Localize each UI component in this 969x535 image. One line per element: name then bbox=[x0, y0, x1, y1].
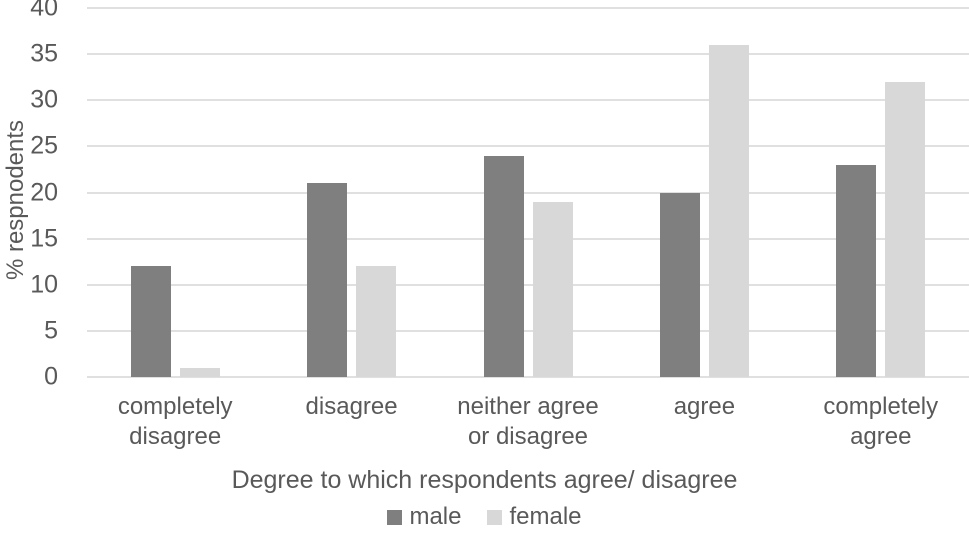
gridline-15 bbox=[87, 237, 969, 240]
y-tick-label-35: 35 bbox=[30, 39, 58, 68]
bar-female-completely-disagree bbox=[179, 367, 220, 377]
x-category-label: completely agree bbox=[823, 393, 939, 450]
bar-female-agree bbox=[708, 44, 749, 377]
gridline-0 bbox=[87, 376, 969, 378]
bar-male-completely-agree bbox=[836, 164, 877, 377]
y-tick-label-0: 0 bbox=[44, 362, 58, 391]
y-tick-label-30: 30 bbox=[30, 85, 58, 114]
bar-male-agree bbox=[659, 192, 700, 377]
legend-swatch-female bbox=[487, 509, 503, 525]
x-axis-title: Degree to which respondents agree/ disag… bbox=[231, 466, 738, 494]
legend-item-female: female bbox=[487, 503, 582, 531]
bar-female-disagree bbox=[356, 266, 397, 377]
bar-male-neither-agree-or-disagree bbox=[483, 155, 524, 377]
y-axis-tick-labels: 0 5 10 15 20 25 30 35 40 bbox=[0, 0, 58, 400]
legend-label-female: female bbox=[509, 503, 582, 530]
gridline-30 bbox=[87, 99, 969, 102]
gridline-20 bbox=[87, 191, 969, 194]
legend-label-male: male bbox=[409, 503, 462, 530]
gridline-5 bbox=[87, 329, 969, 332]
gridline-10 bbox=[87, 283, 969, 286]
x-axis-category-labels: completely disagree disagree neither agree… bbox=[87, 392, 969, 458]
legend: male female bbox=[0, 503, 969, 531]
x-category-label: completely disagree bbox=[117, 393, 233, 450]
y-tick-label-5: 5 bbox=[44, 316, 58, 345]
legend-item-male: male bbox=[387, 503, 461, 531]
bar-female-completely-agree bbox=[885, 81, 926, 377]
bar-female-neither-agree-or-disagree bbox=[532, 201, 573, 377]
gridline-40 bbox=[87, 7, 969, 9]
y-tick-label-10: 10 bbox=[30, 270, 58, 299]
plot-area bbox=[87, 7, 969, 378]
gridline-35 bbox=[87, 53, 969, 56]
x-category-label: agree bbox=[673, 393, 736, 420]
y-tick-label-20: 20 bbox=[30, 178, 58, 206]
bar-male-completely-disagree bbox=[130, 266, 171, 377]
bar-male-disagree bbox=[307, 183, 348, 377]
gridline-25 bbox=[87, 145, 969, 148]
x-category-label: disagree bbox=[305, 393, 398, 420]
x-category-label: neither agree or disagree bbox=[457, 393, 599, 450]
y-tick-label-40: 40 bbox=[30, 0, 58, 22]
legend-swatch-male bbox=[387, 509, 403, 525]
y-tick-label-15: 15 bbox=[30, 224, 58, 253]
y-tick-label-25: 25 bbox=[30, 131, 58, 160]
